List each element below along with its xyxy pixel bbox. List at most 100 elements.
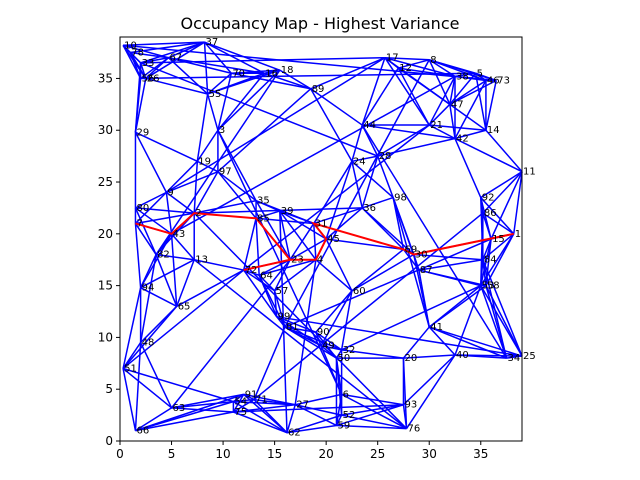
graph-edge [140, 62, 378, 157]
node-label: 8 [430, 55, 436, 66]
graph-edge [134, 207, 157, 255]
node-label: 49 [322, 341, 335, 352]
node-label: 73 [497, 76, 510, 87]
graph-edge [294, 404, 337, 427]
node-label: 60 [353, 286, 366, 297]
node-label: 92 [482, 193, 495, 204]
graph-edge [193, 259, 408, 430]
graph-edge [313, 160, 353, 224]
graph-edge [171, 400, 234, 409]
node-label: 86 [484, 208, 497, 219]
node-label: 82 [157, 250, 170, 261]
graph-edge [325, 238, 353, 292]
graph-edge [140, 41, 205, 64]
graph-edge [123, 41, 205, 47]
graph-edge [155, 254, 178, 307]
graph-edge [140, 72, 476, 80]
graph-edge [175, 259, 195, 307]
node-label: 4 [317, 255, 323, 266]
node-label: 1 [515, 229, 521, 240]
graph-edge [165, 192, 173, 234]
graph-edge [165, 160, 198, 193]
node-label: 69 [404, 244, 417, 255]
node-label: 44 [363, 120, 376, 131]
graph-edge [243, 269, 276, 292]
graph-edge [122, 367, 173, 409]
graph-edge [351, 160, 394, 199]
graph-edge [242, 218, 257, 271]
graph-edge [203, 41, 232, 74]
graph-edge [139, 233, 173, 289]
graph-edge [253, 326, 286, 400]
graph-edge [361, 207, 404, 250]
graph-edge [255, 210, 280, 219]
graph-edge [206, 93, 219, 131]
graph-edge [243, 124, 430, 271]
graph-edge [454, 80, 487, 139]
node-label: 12 [399, 63, 412, 74]
node-label: 26 [147, 73, 160, 84]
graph-edge [429, 326, 523, 357]
graph-edge [122, 305, 178, 369]
graph-edge [203, 42, 209, 95]
graph-edge [193, 161, 199, 214]
graph-edge [134, 223, 157, 255]
node-label: 28 [379, 151, 392, 162]
graph-edge [454, 354, 507, 359]
graph-edge [418, 269, 487, 287]
node-label: 90 [317, 327, 330, 338]
graph-edge [315, 259, 353, 292]
graph-edge [480, 197, 492, 240]
graph-edge [392, 197, 420, 271]
graph-edge [428, 124, 456, 140]
graph-edge [258, 258, 317, 276]
graph-edge [397, 67, 430, 126]
graph-edge [168, 56, 265, 74]
x-tick-label: 5 [168, 447, 176, 461]
highlighted-path-layer [135, 212, 514, 272]
x-tick-label: 20 [319, 447, 334, 461]
x-tick-label: 10 [215, 447, 230, 461]
highlighted-path-branch [243, 258, 291, 272]
node-label: 58 [487, 281, 500, 292]
graph-edge [284, 238, 492, 328]
graph-edge [402, 326, 430, 359]
graph-edge [428, 326, 507, 359]
graph-edge [233, 411, 288, 434]
graph-edge [341, 393, 407, 430]
x-tick-label: 15 [267, 447, 282, 461]
graph-edge [490, 171, 523, 240]
graph-edge [449, 103, 487, 131]
graph-edge [289, 223, 315, 261]
graph-edge [165, 191, 195, 214]
graph-edge [418, 258, 483, 271]
graph-edge [454, 138, 482, 198]
edge-layer [122, 41, 523, 434]
graph-edge [454, 285, 482, 356]
graph-edge [253, 212, 484, 401]
node-label: 51 [124, 363, 137, 374]
node-label: 97 [219, 167, 232, 178]
node-label: 70 [232, 68, 245, 79]
graph-edge [233, 403, 404, 413]
graph-edge [170, 259, 291, 409]
node-label: 91 [245, 389, 258, 400]
graph-edge [168, 41, 205, 59]
graph-edge [474, 73, 487, 131]
node-label: 67 [169, 53, 182, 64]
graph-edge [231, 72, 311, 90]
graph-edge [135, 411, 234, 432]
graph-edge [377, 124, 430, 157]
y-tick-label: 10 [98, 330, 113, 344]
graph-edge [135, 212, 195, 225]
graph-edge [171, 75, 456, 235]
graph-edge [122, 269, 245, 370]
node-label: 50 [337, 353, 350, 364]
node-label: 43 [173, 229, 186, 240]
graph-edge [480, 171, 523, 199]
graph-edge [145, 57, 169, 79]
graph-edge [217, 73, 233, 131]
